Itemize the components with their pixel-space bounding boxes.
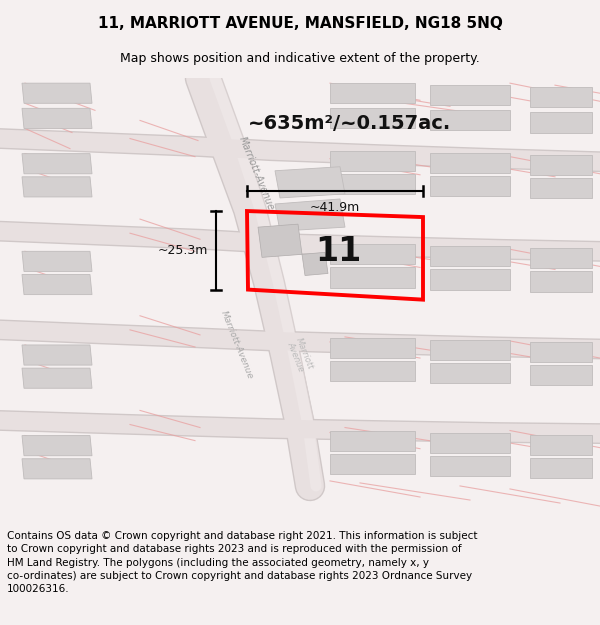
Polygon shape <box>430 456 510 476</box>
Polygon shape <box>430 176 510 196</box>
Polygon shape <box>22 436 92 456</box>
Polygon shape <box>330 244 415 264</box>
Polygon shape <box>22 368 92 388</box>
Polygon shape <box>22 459 92 479</box>
Polygon shape <box>430 152 510 173</box>
Polygon shape <box>275 167 345 198</box>
Polygon shape <box>22 83 92 103</box>
Text: Marriott-Avenue: Marriott-Avenue <box>219 309 255 381</box>
Polygon shape <box>430 85 510 105</box>
Text: Marriott-Avenue: Marriott-Avenue <box>236 135 275 212</box>
Polygon shape <box>330 361 415 381</box>
Polygon shape <box>530 112 592 132</box>
Polygon shape <box>530 458 592 478</box>
Polygon shape <box>22 177 92 197</box>
Polygon shape <box>530 365 592 385</box>
Polygon shape <box>330 454 415 474</box>
Polygon shape <box>330 174 415 194</box>
Text: 11: 11 <box>315 235 361 268</box>
Polygon shape <box>302 253 328 276</box>
Polygon shape <box>530 248 592 269</box>
Polygon shape <box>530 342 592 362</box>
Text: ~25.3m: ~25.3m <box>158 244 208 257</box>
Polygon shape <box>430 363 510 383</box>
Polygon shape <box>22 274 92 294</box>
Polygon shape <box>275 199 345 231</box>
Text: ~41.9m: ~41.9m <box>310 201 360 214</box>
Polygon shape <box>530 434 592 455</box>
Polygon shape <box>258 224 302 258</box>
Polygon shape <box>530 154 592 175</box>
Polygon shape <box>330 108 415 129</box>
Text: Marriott
Avenue: Marriott Avenue <box>285 336 315 374</box>
Polygon shape <box>330 268 415 288</box>
Polygon shape <box>530 271 592 292</box>
Polygon shape <box>430 111 510 131</box>
Text: 11, MARRIOTT AVENUE, MANSFIELD, NG18 5NQ: 11, MARRIOTT AVENUE, MANSFIELD, NG18 5NQ <box>98 16 502 31</box>
Polygon shape <box>22 251 92 271</box>
Polygon shape <box>430 432 510 452</box>
Polygon shape <box>22 345 92 365</box>
Polygon shape <box>330 431 415 451</box>
Polygon shape <box>530 87 592 108</box>
Polygon shape <box>530 177 592 198</box>
Polygon shape <box>430 246 510 266</box>
Polygon shape <box>330 338 415 358</box>
Polygon shape <box>22 108 92 129</box>
Polygon shape <box>430 269 510 289</box>
Text: Contains OS data © Crown copyright and database right 2021. This information is : Contains OS data © Crown copyright and d… <box>7 531 478 594</box>
Polygon shape <box>22 154 92 174</box>
Polygon shape <box>430 340 510 360</box>
Polygon shape <box>330 83 415 103</box>
Text: Map shows position and indicative extent of the property.: Map shows position and indicative extent… <box>120 52 480 65</box>
Text: ~635m²/~0.157ac.: ~635m²/~0.157ac. <box>248 114 452 133</box>
Polygon shape <box>330 151 415 171</box>
